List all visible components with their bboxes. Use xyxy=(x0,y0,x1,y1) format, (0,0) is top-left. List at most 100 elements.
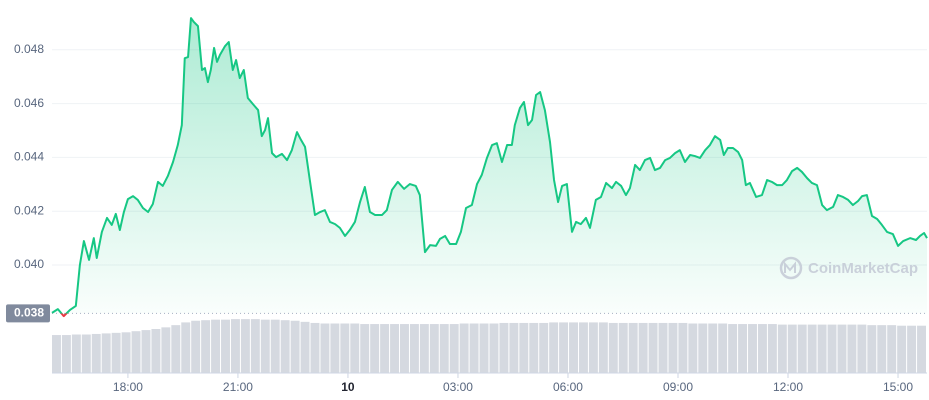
volume-bar xyxy=(380,324,390,373)
volume-bar xyxy=(718,323,728,373)
volume-bar xyxy=(260,319,270,373)
volume-bar xyxy=(489,323,499,373)
volume-bar xyxy=(767,324,777,373)
volume-bar xyxy=(519,322,529,373)
volume-bar xyxy=(598,322,608,373)
volume-bar xyxy=(867,325,877,373)
volume-bar xyxy=(71,334,81,373)
volume-bar xyxy=(330,323,340,373)
volume-bar xyxy=(171,325,181,373)
volume-bar xyxy=(728,324,738,373)
volume-bar xyxy=(350,323,360,373)
volume-bar xyxy=(141,330,151,373)
volume-bar xyxy=(588,322,598,373)
volume-bar xyxy=(101,333,111,373)
volume-bar xyxy=(230,319,240,373)
volume-bar xyxy=(748,324,757,373)
volume-bar xyxy=(201,320,211,373)
watermark-logo-m xyxy=(784,261,796,273)
volume-bar xyxy=(340,323,350,373)
volume-bar xyxy=(360,324,370,373)
y-tick-label: 0.048 xyxy=(14,42,44,56)
volume-bar xyxy=(678,322,688,373)
x-tick-label: 12:00 xyxy=(773,380,803,394)
watermark: CoinMarketCap xyxy=(779,256,918,280)
volume-bar xyxy=(907,325,917,373)
x-tick-label: 09:00 xyxy=(663,380,693,394)
baseline-label-box xyxy=(6,304,50,323)
volume-bar xyxy=(191,320,201,373)
y-tick-label: 0.044 xyxy=(14,150,44,164)
volume-bar xyxy=(211,319,221,373)
volume-bar xyxy=(161,327,171,373)
volume-bar xyxy=(419,324,429,373)
volume-bar xyxy=(320,323,330,373)
volume-bar xyxy=(250,319,260,373)
volume-bar xyxy=(569,322,578,373)
volume-bar xyxy=(429,324,439,373)
volume-bar xyxy=(549,322,559,373)
volume-bar xyxy=(618,322,628,373)
volume-bar xyxy=(688,323,698,373)
volume-bar xyxy=(877,325,887,373)
volume-bar xyxy=(61,335,71,373)
volume-bar xyxy=(459,323,469,373)
watermark-text: CoinMarketCap xyxy=(808,260,918,277)
watermark-logo xyxy=(779,256,803,280)
x-tick-label: 06:00 xyxy=(553,380,583,394)
volume-bar xyxy=(310,322,320,373)
volume-bar xyxy=(400,324,409,373)
volume-bar xyxy=(111,332,121,373)
volume-bar xyxy=(81,334,91,373)
volume-bar xyxy=(370,324,380,373)
volume-bar xyxy=(390,324,400,373)
volume-bar xyxy=(439,324,449,373)
volume-bar xyxy=(52,335,61,373)
volume-bar xyxy=(837,324,847,373)
volume-bar xyxy=(757,324,767,373)
x-tick-label: 18:00 xyxy=(113,380,143,394)
volume-bar xyxy=(658,322,668,373)
y-tick-label: 0.042 xyxy=(14,203,44,217)
volume-bar xyxy=(181,322,191,373)
volume-bar xyxy=(897,325,907,373)
volume-bar xyxy=(290,320,300,373)
volume-bar xyxy=(787,324,797,373)
volume-bar xyxy=(151,329,161,373)
volume-bar xyxy=(300,321,310,373)
y-tick-label: 0.040 xyxy=(14,257,44,271)
volume-bar xyxy=(857,324,867,373)
volume-bar xyxy=(539,322,549,373)
volume-bar xyxy=(509,322,519,373)
volume-bar xyxy=(847,324,857,373)
volume-bar xyxy=(559,322,569,373)
volume-bar xyxy=(240,319,250,373)
volume-bar xyxy=(887,325,897,373)
volume-bar xyxy=(628,322,638,373)
volume-bar xyxy=(797,324,807,373)
volume-bar xyxy=(608,322,618,373)
volume-bar xyxy=(529,322,539,373)
volume-bar xyxy=(638,322,648,373)
volume-bar xyxy=(221,319,230,373)
x-tick-label: 10 xyxy=(341,380,355,394)
volume-bar xyxy=(578,322,588,373)
volume-bar xyxy=(131,331,141,373)
baseline-label: 0.038 xyxy=(14,306,44,320)
volume-bar xyxy=(499,322,509,373)
volume-bar xyxy=(708,323,718,373)
volume-bar xyxy=(479,323,489,373)
volume-bar xyxy=(807,324,817,373)
price-line xyxy=(51,17,928,318)
volume-bar xyxy=(827,324,837,373)
volume-bar xyxy=(777,324,787,373)
x-tick-label: 15:00 xyxy=(883,380,913,394)
volume-bar xyxy=(817,324,827,373)
volume-bar xyxy=(668,322,678,373)
volume-bar xyxy=(91,333,101,373)
volume-bar xyxy=(738,324,748,373)
volume-bar xyxy=(648,322,658,373)
x-tick-label: 03:00 xyxy=(443,380,473,394)
